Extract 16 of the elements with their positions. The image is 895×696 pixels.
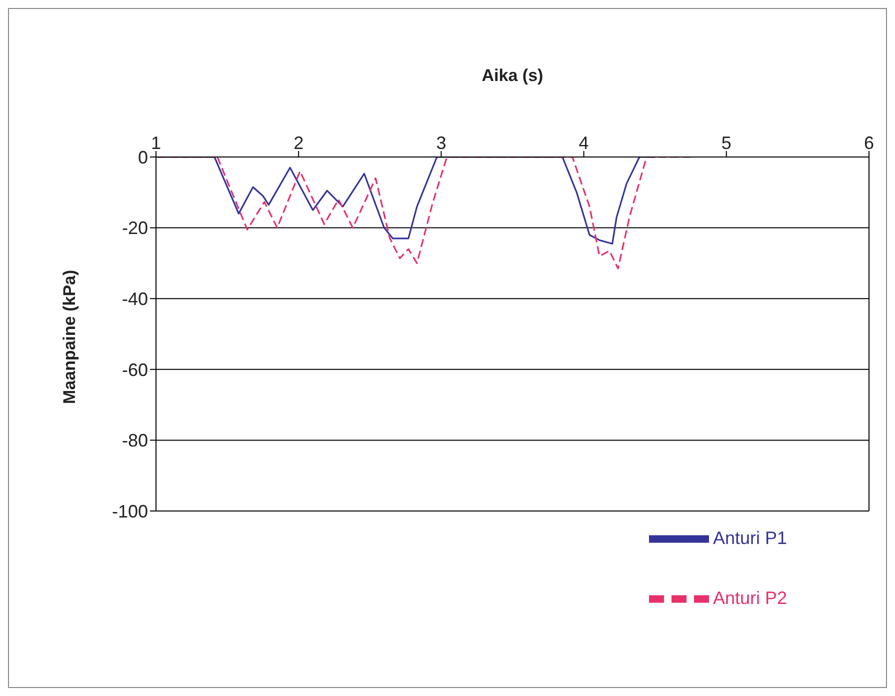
x-tick-label: 2 [294,133,304,153]
x-tick-label: 6 [864,133,874,153]
legend-label: Anturi P2 [713,588,788,608]
legend-label: Anturi P1 [713,528,788,548]
x-axis-title: Aika (s) [482,66,544,86]
y-tick-label: -20 [122,218,148,238]
y-tick-label: -40 [122,288,148,309]
x-tick-label: 1 [150,133,162,153]
y-axis-title: Maanpaine (kPa) [60,270,80,404]
x-tick-label: 4 [578,133,589,153]
y-tick-label: -80 [122,430,148,451]
y-tick-label: -60 [122,360,148,380]
y-tick-label: 0 [138,147,148,168]
x-tick-label: 5 [721,133,732,153]
y-tick-label: -100 [112,501,148,522]
x-tick-label: 3 [436,133,446,153]
